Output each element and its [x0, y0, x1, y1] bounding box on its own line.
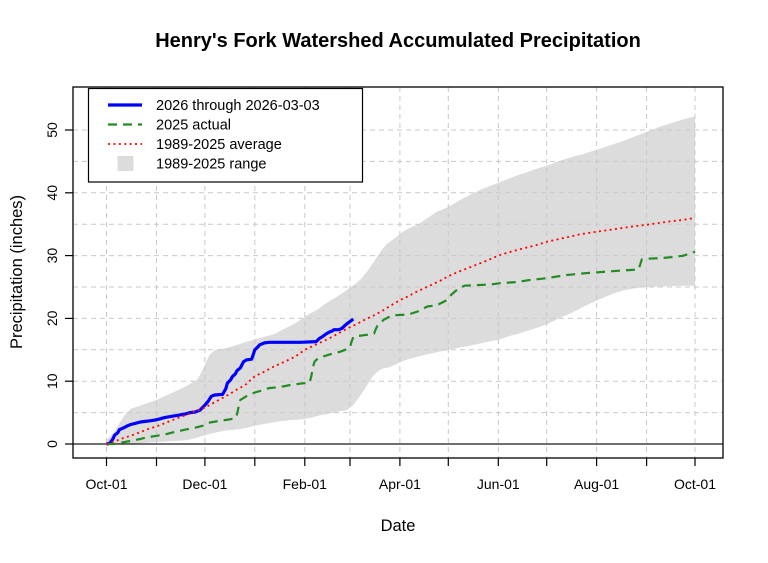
series-line-dashed: [106, 250, 696, 446]
x-tick-label: Dec-01: [182, 476, 227, 492]
legend-item-average: 1989-2025 average: [108, 137, 282, 153]
series-line-dotted: [106, 217, 696, 445]
legend-item-2026: 2026 through 2026-03-03: [108, 98, 320, 114]
y-axis-title: Precipitation (inches): [8, 195, 26, 349]
x-tick-label: Jun-01: [477, 476, 520, 492]
legend-item-range: 1989-2025 range: [117, 156, 266, 173]
legend-item-label: 1989-2025 range: [156, 157, 266, 173]
series-line-solid: [106, 317, 355, 446]
y-tick-label: 40: [44, 185, 60, 201]
plot-border: [72, 86, 724, 459]
range-band-layer: [106, 116, 695, 445]
x-tick-label: Aug-01: [574, 476, 619, 492]
tick-label-layer: Oct-01 Dec-01 Feb-01 Apr-01 Jun-01 Aug-01 Oct-…: [44, 122, 716, 492]
legend-item-label: 2026 through 2026-03-03: [156, 98, 320, 114]
legend-item-label: 2025 actual: [156, 118, 231, 134]
y-tick-label: 50: [44, 122, 60, 138]
x-tick-label: Oct-01: [674, 476, 716, 492]
x-axis-title: Date: [381, 517, 416, 535]
legend: 2026 through 2026-03-03 2025 actual 1989…: [87, 87, 364, 183]
legend-item-2025: 2025 actual: [108, 118, 231, 134]
y-tick-label: 20: [44, 310, 60, 326]
axis-tick-layer: [65, 129, 696, 466]
data-series-layer: [106, 217, 696, 446]
y-tick-label: 10: [44, 373, 60, 389]
legend-item-label: 1989-2025 average: [156, 137, 282, 153]
y-tick-label: 30: [44, 248, 60, 264]
range-band: [106, 116, 695, 445]
x-tick-label: Feb-01: [283, 476, 328, 492]
x-tick-label: Oct-01: [85, 476, 127, 492]
filled-square-sample-icon: [117, 156, 134, 171]
x-tick-label: Apr-01: [379, 476, 421, 492]
chart-title: Henry's Fork Watershed Accumulated Preci…: [155, 30, 641, 52]
y-tick-label: 0: [44, 440, 60, 448]
